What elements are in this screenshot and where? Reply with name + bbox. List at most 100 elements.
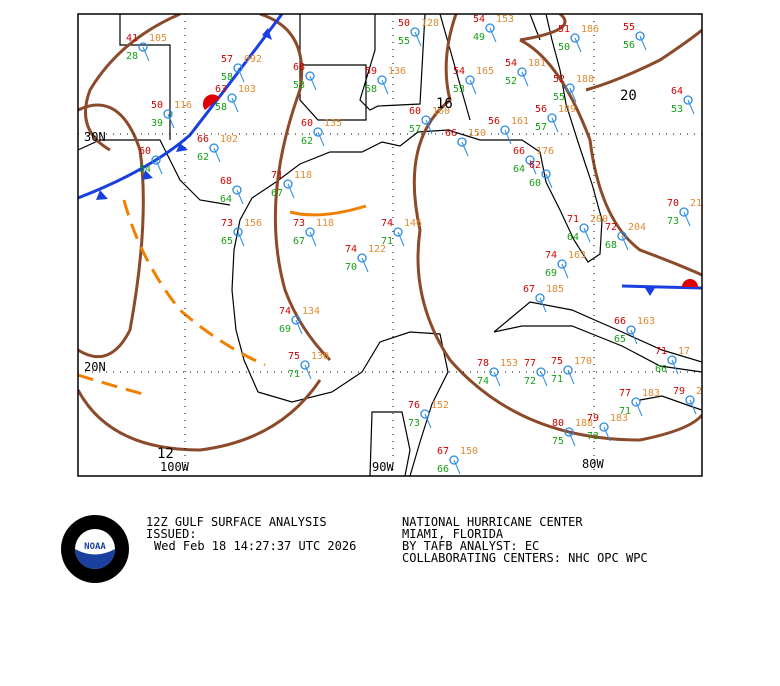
- temperature: 56: [488, 116, 500, 127]
- pressure: 102: [220, 134, 238, 145]
- wind-barb: [635, 401, 643, 417]
- station-circle: [233, 227, 243, 237]
- wind-barb: [236, 189, 244, 205]
- dewpoint: 54: [139, 164, 151, 175]
- station-circle: [305, 71, 315, 81]
- noaa-logo: NOAA: [61, 515, 129, 583]
- dewpoint: 67: [293, 236, 305, 247]
- pressure: 176: [536, 146, 554, 157]
- wind-barb: [361, 257, 369, 273]
- trough: [78, 199, 266, 398]
- temperature: 66: [197, 134, 209, 145]
- wind-barb: [304, 364, 312, 380]
- station-circle: [138, 42, 148, 52]
- temperature: 77: [619, 388, 631, 399]
- graticule: [78, 14, 702, 476]
- station-circle: [227, 93, 237, 103]
- pressure: 163: [568, 250, 586, 261]
- dewpoint: 55: [398, 36, 410, 47]
- station-circle: [557, 259, 567, 269]
- isobar-label-group: 08 16 20 12: [157, 2, 637, 462]
- temperature: 73: [293, 218, 305, 229]
- footer-issued-time: Wed Feb 18 14:27:37 UTC 2026: [154, 539, 356, 553]
- station-circle: [357, 253, 367, 263]
- station-circle: [449, 455, 459, 465]
- wind-barb: [414, 31, 422, 47]
- dewpoint: 62: [197, 152, 209, 163]
- station-circle: [410, 27, 420, 37]
- wind-barb: [425, 119, 433, 135]
- temperature: 79: [673, 386, 685, 397]
- dewpoint: 66: [655, 364, 667, 375]
- pressure: 146: [404, 218, 422, 229]
- dewpoint: 69: [545, 268, 557, 279]
- lat-label: 20N: [84, 360, 106, 374]
- station-circle: [679, 207, 689, 217]
- dewpoint: 64: [513, 164, 525, 175]
- temperature: 63: [215, 84, 227, 95]
- wind-barb: [317, 131, 325, 147]
- wind-barb: [424, 413, 432, 429]
- wind-barb: [683, 211, 691, 227]
- lat-label: 30N: [84, 130, 106, 144]
- trough-solid: [289, 204, 367, 217]
- station-circle: [465, 75, 475, 85]
- temperature: 66: [614, 316, 626, 327]
- dewpoint: 71: [381, 236, 393, 247]
- temperature: 74: [279, 306, 291, 317]
- wind-barb: [381, 79, 389, 95]
- wind-barb: [687, 99, 695, 115]
- wind-barb: [309, 231, 317, 247]
- temperature: 75: [551, 356, 563, 367]
- station-circle: [233, 63, 243, 73]
- dewpoint: 58: [215, 102, 227, 113]
- footer-center: NATIONAL HURRICANE CENTER: [402, 515, 583, 529]
- temperature: 74: [381, 218, 393, 229]
- station-circle: [579, 223, 589, 233]
- station-circle: [313, 127, 323, 137]
- pressure: 188: [576, 74, 594, 85]
- temperature: 67: [437, 446, 449, 457]
- footer-location: MIAMI, FLORIDA: [402, 527, 504, 541]
- isobar-label: 08: [240, 2, 257, 18]
- pressure: 163: [637, 316, 655, 327]
- pressure: 170: [574, 356, 592, 367]
- wind-barb: [621, 235, 629, 251]
- station-circle: [541, 169, 551, 179]
- footer-title: 12Z GULF SURFACE ANALYSIS: [146, 515, 327, 529]
- dewpoint: 39: [151, 118, 163, 129]
- station-circle: [563, 365, 573, 375]
- temperature: 60: [139, 146, 151, 157]
- station-circle: [500, 125, 510, 135]
- pressure: 136: [388, 66, 406, 77]
- isobar-label: 12: [157, 446, 174, 462]
- temperature: 76: [408, 400, 420, 411]
- station-circle: [283, 179, 293, 189]
- station-circle: [565, 83, 575, 93]
- station-circle: [377, 75, 387, 85]
- station-circle: [420, 409, 430, 419]
- pressure: 206: [696, 386, 714, 397]
- map-frame: [77, 13, 703, 477]
- dewpoint: 68: [605, 240, 617, 251]
- dewpoint: 65: [614, 334, 626, 345]
- temperature: 71: [567, 214, 579, 225]
- temperature: 72: [605, 222, 617, 233]
- temperature: 59: [365, 66, 377, 77]
- lon-label: 90W: [372, 460, 394, 474]
- dewpoint: 71: [619, 406, 631, 417]
- dewpoint: 55: [553, 92, 565, 103]
- pressure: 103: [238, 84, 256, 95]
- station-circle: [421, 115, 431, 125]
- footer-analyst: BY TAFB ANALYST: EC: [402, 539, 539, 553]
- temperature: 60: [301, 118, 313, 129]
- wind-barb: [639, 35, 647, 51]
- station-circle: [305, 227, 315, 237]
- temperature: 75: [288, 351, 300, 362]
- station-circle: [151, 155, 161, 165]
- dewpoint: 56: [623, 40, 635, 51]
- dewpoint: 69: [279, 324, 291, 335]
- temperature: 54: [473, 14, 485, 25]
- temperature: 71: [271, 170, 283, 181]
- pressure: 092: [244, 54, 262, 65]
